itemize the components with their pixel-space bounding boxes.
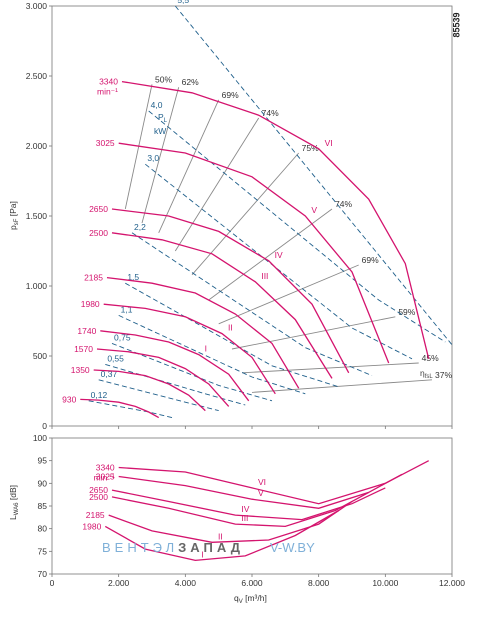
efficiency-symbol: ηfsL (420, 368, 433, 380)
efficiency-line (159, 100, 219, 233)
y-tick-label: 75 (38, 546, 48, 556)
zone-label: III (261, 271, 268, 281)
figure-id: 85539 (452, 12, 462, 37)
y-tick-label: 2.500 (26, 71, 48, 81)
speed-unit: min⁻¹ (94, 472, 115, 482)
speed-label: 1980 (81, 299, 100, 309)
efficiency-line (252, 380, 432, 393)
y-tick-label: 70 (38, 569, 48, 579)
x-tick-label: 4.000 (175, 578, 197, 588)
zone-label: IV (275, 250, 283, 260)
speed-curve (119, 143, 389, 363)
efficiency-label: 37% (435, 370, 452, 380)
y-tick-label: 100 (33, 433, 47, 443)
speed-label: 2500 (89, 228, 108, 238)
power-symbol: PL (158, 112, 168, 124)
efficiency-line (219, 265, 359, 324)
zone-label: IV (241, 504, 249, 514)
watermark-b: ЗАПАД (178, 540, 244, 555)
x-tick-label: 0 (50, 578, 55, 588)
power-line-label: 3,0 (147, 153, 159, 163)
y-tick-label: 500 (33, 351, 47, 361)
y-tick-label: 1.000 (26, 281, 48, 291)
power-line-label: 0,12 (91, 390, 108, 400)
efficiency-label: 74% (262, 108, 279, 118)
speed-label: 3025 (96, 138, 115, 148)
x-tick-label: 10.000 (372, 578, 398, 588)
y-tick-label: 80 (38, 524, 48, 534)
sound-panel: 0 2.000 4.000 6.000 8.000 10.000 12.000 70 75 80 8… (8, 433, 465, 605)
speed-label: 2185 (84, 273, 103, 283)
zone-label: VI (258, 477, 266, 487)
speed-label: 1350 (71, 365, 90, 375)
speed-label: 2185 (86, 510, 105, 520)
zone-label: V (258, 488, 264, 498)
y-tick-label: 2.000 (26, 141, 48, 151)
y-tick-label: 90 (38, 478, 48, 488)
speed-unit: min⁻¹ (97, 87, 118, 97)
efficiency-line (209, 209, 332, 300)
speed-curve (104, 304, 276, 394)
efficiency-label: 59% (398, 307, 415, 317)
efficiency-line (232, 317, 395, 349)
x-axis-label: qV [m³/h] (234, 593, 267, 605)
speed-label: 3340 (99, 77, 118, 87)
efficiency-label: 62% (182, 77, 199, 87)
efficiency-label: 69% (362, 255, 379, 265)
x-tick-label: 6.000 (241, 578, 263, 588)
zone-label: VI (325, 138, 333, 148)
y-tick-label: 1.500 (26, 211, 48, 221)
speed-label: 2500 (89, 492, 108, 502)
power-line-label: 5,5 (177, 0, 189, 5)
power-line-label: 2,2 (134, 222, 146, 232)
speed-label: 1570 (74, 344, 93, 354)
pressure-panel: 0 500 1.000 1.500 2.000 2.500 3.000 psF [Pa] 50%… (8, 0, 452, 431)
efficiency-line (242, 363, 419, 373)
speed-curve (122, 82, 429, 359)
speed-label: 2650 (89, 204, 108, 214)
speed-label: 930 (62, 394, 76, 404)
watermark: ВЕНТЭЛЗАПАД V-W.BY (102, 540, 315, 555)
y-tick-label: 95 (38, 456, 48, 466)
efficiency-label: 50% (155, 74, 172, 84)
power-unit: kW (154, 126, 166, 136)
y-tick-label: 85 (38, 501, 48, 511)
y-tick-label: 3.000 (26, 1, 48, 11)
zone-label: I (205, 344, 207, 354)
power-line (105, 364, 245, 405)
efficiency-label: 69% (222, 90, 239, 100)
efficiency-label: 45% (422, 353, 439, 363)
power-line-label: 4,0 (151, 100, 163, 110)
x-tick-label: 8.000 (308, 578, 330, 588)
watermark-a: ВЕНТЭЛ (102, 540, 178, 555)
zone-label: II (228, 323, 233, 333)
speed-label: 1740 (77, 326, 96, 336)
x-tick-label: 2.000 (108, 578, 130, 588)
speed-curve (80, 399, 158, 417)
efficiency-label: 74% (335, 199, 352, 209)
zone-label: III (241, 513, 248, 523)
y-axis-label: psF [Pa] (8, 201, 20, 230)
speed-label: 1980 (82, 521, 101, 531)
watermark-c: V-W.BY (270, 540, 315, 555)
power-line (89, 401, 172, 418)
y-tick-label: 0 (42, 421, 47, 431)
y-axis-label: LWA6 [dB] (8, 485, 20, 520)
power-line-label: 0,55 (107, 353, 124, 363)
zone-label: V (311, 205, 317, 215)
x-tick-label: 12.000 (439, 578, 465, 588)
